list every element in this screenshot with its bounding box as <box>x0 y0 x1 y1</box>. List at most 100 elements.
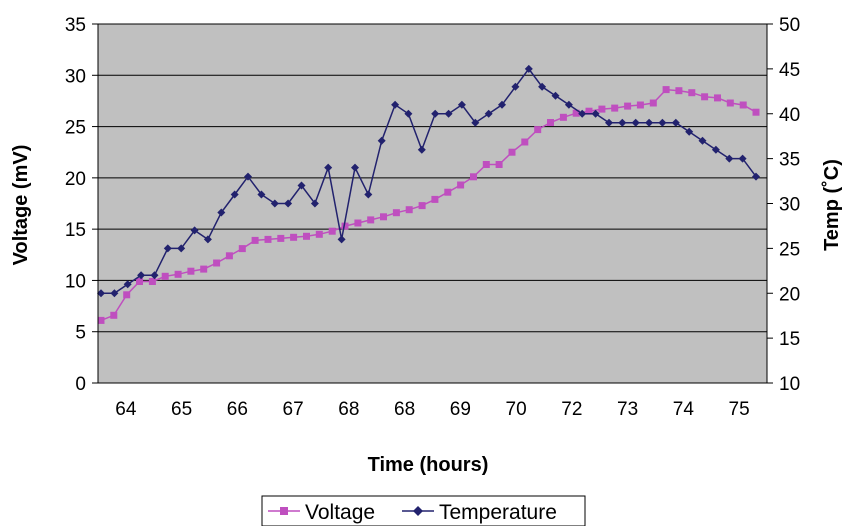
legend-temperature-label: Temperature <box>439 501 557 524</box>
temperature-point <box>685 127 694 136</box>
temperature-point <box>538 82 547 91</box>
temperature-point <box>364 190 373 199</box>
x-tick-label: 70 <box>506 399 527 420</box>
voltage-point <box>611 104 619 112</box>
voltage-point <box>161 272 169 280</box>
y2-tick-label: 25 <box>779 239 800 260</box>
y-tick-label: 10 <box>65 271 86 292</box>
y2-tick-label: 30 <box>779 195 800 216</box>
voltage-point <box>585 107 593 115</box>
y2-tick-label: 40 <box>779 105 800 126</box>
voltage-point <box>624 102 632 110</box>
temperature-point <box>123 280 132 289</box>
voltage-point <box>559 113 567 121</box>
temperature-point <box>137 271 146 280</box>
voltage-point <box>739 101 747 109</box>
temperature-point <box>404 109 413 118</box>
temperature-point <box>671 118 680 127</box>
voltage-point <box>136 278 143 285</box>
voltage-point <box>418 202 426 210</box>
voltage-point <box>110 311 118 319</box>
temperature-point <box>110 289 119 298</box>
temperature-point <box>324 163 333 172</box>
series-voltage <box>97 86 760 324</box>
temperature-point <box>244 172 252 181</box>
voltage-point <box>392 209 400 217</box>
temperature-point <box>524 64 533 73</box>
y2-tick-label: 35 <box>779 150 800 171</box>
x-tick-label: 73 <box>617 399 638 420</box>
voltage-point <box>444 188 452 196</box>
voltage-point <box>174 270 182 278</box>
temperature-point <box>711 145 720 154</box>
temperature-point <box>150 271 159 280</box>
voltage-point <box>636 101 644 109</box>
y-tick-label: 5 <box>75 323 86 344</box>
temperature-point <box>511 82 520 91</box>
temperature-point <box>297 181 306 190</box>
voltage-point <box>251 236 259 244</box>
x-tick-label: 75 <box>729 399 750 420</box>
y2-tick-label: 15 <box>779 329 800 350</box>
legend-temperature-marker <box>413 506 423 516</box>
temperature-point <box>163 244 172 253</box>
voltage-point <box>354 219 362 227</box>
temperature-point <box>257 190 266 199</box>
y2-tick-label: 45 <box>779 60 800 81</box>
voltage-point <box>367 216 375 224</box>
voltage-point <box>675 87 683 95</box>
x-tick-label: 69 <box>450 399 471 420</box>
x-tick-label: 65 <box>171 399 192 420</box>
y2-axis-title: Temp (˚C) <box>820 159 843 251</box>
temperature-point <box>97 289 105 298</box>
voltage-point <box>457 181 465 189</box>
temperature-point <box>725 154 734 163</box>
voltage-point <box>264 235 272 243</box>
temperature-point <box>444 109 453 118</box>
voltage-point <box>405 206 413 214</box>
voltage-point <box>187 267 195 275</box>
y-axis-title: Voltage (mV) <box>10 145 32 266</box>
voltage-point <box>688 89 696 97</box>
voltage-point <box>495 161 503 168</box>
voltage-point <box>470 173 477 181</box>
voltage-point <box>380 213 387 221</box>
temperature-point <box>645 118 654 127</box>
temperature-point <box>377 136 386 145</box>
temperature-point <box>698 136 707 145</box>
voltage-point <box>148 278 156 285</box>
temperature-point <box>658 118 667 127</box>
temperature-point <box>217 208 226 217</box>
voltage-point <box>662 86 670 94</box>
y2-tick-label: 20 <box>779 284 800 305</box>
x-tick-label: 68 <box>394 399 415 420</box>
temperature-point <box>310 199 319 208</box>
voltage-point <box>303 232 310 240</box>
voltage-point <box>277 234 285 242</box>
x-tick-label: 72 <box>561 399 582 420</box>
series-line <box>100 88 757 322</box>
voltage-point <box>225 252 233 260</box>
voltage-point <box>238 245 246 253</box>
voltage-point <box>123 291 131 299</box>
temperature-point <box>431 109 440 118</box>
voltage-point <box>482 161 490 168</box>
temperature-point <box>551 91 560 100</box>
temperature-point <box>351 163 359 172</box>
y2-tick-label: 50 <box>779 15 800 36</box>
temperature-point <box>498 100 506 109</box>
x-tick-label: 67 <box>283 399 304 420</box>
temperature-point <box>471 118 480 127</box>
x-tick-label: 68 <box>338 399 359 420</box>
voltage-point <box>341 222 349 230</box>
temperature-point <box>752 172 760 181</box>
voltage-point <box>508 148 516 156</box>
temperature-point <box>605 118 613 127</box>
voltage-point <box>200 265 208 273</box>
voltage-point <box>213 259 221 267</box>
x-tick-label: 74 <box>673 399 695 420</box>
x-tick-label: 64 <box>115 399 137 420</box>
temperature-point <box>484 109 493 118</box>
voltage-point <box>726 99 734 107</box>
